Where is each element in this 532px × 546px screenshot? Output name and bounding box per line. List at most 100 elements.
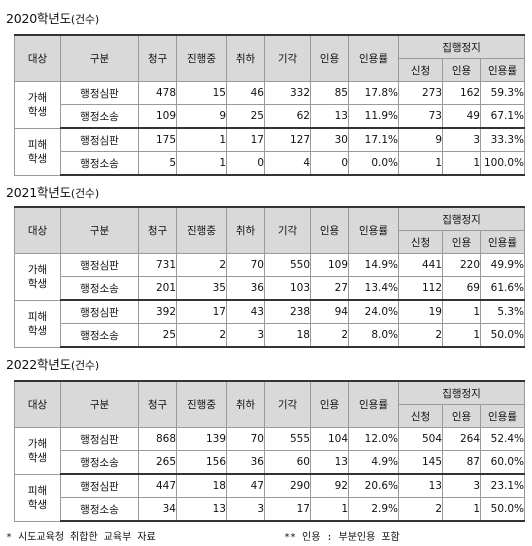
- value-cell: 1: [176, 151, 227, 176]
- value-cell: 85: [310, 81, 349, 105]
- value-cell: 9: [398, 127, 443, 152]
- table-row: 행정소송 34 13 3 17 1 2.9% 2 1 50.0%: [15, 497, 526, 522]
- value-cell: 60.0%: [479, 450, 526, 475]
- header-withdrawn: 취하: [226, 206, 265, 254]
- header-request: 청구: [138, 34, 177, 82]
- table-row: 피해 학생 행정심판 392 17 43 238 94 24.0% 19 1 5.3%: [14, 299, 526, 348]
- value-cell: 5: [138, 151, 177, 176]
- value-cell: 30: [310, 127, 349, 152]
- value-cell: 70: [226, 253, 265, 277]
- value-cell: 1: [398, 151, 443, 176]
- value-cell: 3: [226, 497, 265, 522]
- header-suspension: 집행정지: [397, 380, 526, 405]
- header-suspension: 집행정지: [397, 206, 526, 231]
- value-cell: 2: [310, 323, 349, 348]
- value-cell: 59.3%: [479, 81, 526, 105]
- value-cell: 555: [264, 427, 311, 451]
- value-cell: 62: [264, 104, 311, 129]
- section-unit: (건수): [70, 13, 99, 26]
- value-cell: 1: [442, 299, 481, 324]
- value-cell: 50.0%: [479, 323, 526, 348]
- header-in-progress: 진행중: [176, 34, 227, 82]
- section-title: 2022학년도(건수): [6, 354, 99, 373]
- table-row: 행정소송 201 35 36 103 27 13.4% 112 69 61.6%: [15, 276, 526, 301]
- header-in-progress: 진행중: [176, 206, 227, 254]
- value-cell: 94: [310, 299, 349, 324]
- header-category: 구분: [60, 34, 139, 82]
- section-year: 2020학년도: [6, 11, 71, 26]
- value-cell: 4.9%: [348, 450, 399, 475]
- value-cell: 504: [398, 427, 443, 451]
- category-cell: 행정심판: [60, 299, 139, 324]
- value-cell: 3: [226, 323, 265, 348]
- value-cell: 13: [176, 497, 227, 522]
- value-cell: 5.3%: [479, 299, 526, 324]
- header-target: 대상: [14, 380, 61, 428]
- value-cell: 13: [398, 473, 443, 498]
- header-accepted: 인용: [310, 380, 349, 428]
- value-cell: 3: [442, 473, 481, 498]
- value-cell: 731: [138, 253, 177, 277]
- value-cell: 139: [176, 427, 227, 451]
- header-dismissed: 기각: [264, 380, 311, 428]
- header-target: 대상: [14, 206, 61, 254]
- value-cell: 19: [398, 299, 443, 324]
- group-label: 학생: [27, 277, 48, 290]
- header-category: 구분: [60, 380, 139, 428]
- value-cell: 4: [264, 151, 311, 176]
- group-cell: 피해 학생: [14, 299, 61, 348]
- value-cell: 27: [310, 276, 349, 301]
- header-request: 청구: [138, 206, 177, 254]
- category-cell: 행정소송: [60, 450, 139, 475]
- header-request: 청구: [138, 380, 177, 428]
- value-cell: 13.4%: [348, 276, 399, 301]
- group-label: 가해: [27, 437, 48, 450]
- value-cell: 87: [442, 450, 481, 475]
- value-cell: 441: [398, 253, 443, 277]
- group-cell: 피해 학생: [14, 127, 61, 176]
- value-cell: 175: [138, 127, 177, 152]
- group-label: 가해: [27, 263, 48, 276]
- section-title: 2020학년도(건수): [6, 8, 99, 27]
- group-label: 학생: [27, 324, 48, 337]
- value-cell: 104: [310, 427, 349, 451]
- value-cell: 290: [264, 473, 311, 498]
- table-row: 행정소송 5 1 0 4 0 0.0% 1 1 100.0%: [15, 151, 526, 176]
- value-cell: 1: [176, 127, 227, 152]
- group-cell: 가해 학생: [14, 81, 61, 129]
- value-cell: 17.8%: [348, 81, 399, 105]
- table-row: 행정소송 265 156 36 60 13 4.9% 145 87 60.0%: [15, 450, 526, 475]
- value-cell: 550: [264, 253, 311, 277]
- value-cell: 69: [442, 276, 481, 301]
- value-cell: 8.0%: [348, 323, 399, 348]
- value-cell: 220: [442, 253, 481, 277]
- value-cell: 47: [226, 473, 265, 498]
- value-cell: 49.9%: [479, 253, 526, 277]
- header-dismissed: 기각: [264, 206, 311, 254]
- footnote-accept-note: ** 인용 : 부분인용 포함: [284, 532, 400, 543]
- value-cell: 1: [442, 497, 481, 522]
- value-cell: 67.1%: [479, 104, 526, 129]
- value-cell: 25: [226, 104, 265, 129]
- value-cell: 92: [310, 473, 349, 498]
- value-cell: 35: [176, 276, 227, 301]
- header-suspension-apply: 신청: [398, 58, 443, 82]
- value-cell: 17: [264, 497, 311, 522]
- section-unit: (건수): [70, 187, 99, 200]
- value-cell: 49: [442, 104, 481, 129]
- value-cell: 11.9%: [348, 104, 399, 129]
- value-cell: 17: [176, 299, 227, 324]
- value-cell: 34: [138, 497, 177, 522]
- value-cell: 18: [264, 323, 311, 348]
- value-cell: 478: [138, 81, 177, 105]
- table-row: 가해 학생 행정심판 868 139 70 555 104 12.0% 504 264 52.4%: [14, 427, 526, 475]
- stats-table: 대상 구분 청구 진행중 취하 기각 인용 인용률 집행정지 신청 인용 인용률 가해 학생 행정심판 731…: [14, 206, 526, 348]
- value-cell: 13: [310, 104, 349, 129]
- header-suspension-rate: 인용률: [479, 404, 526, 428]
- group-label: 학생: [27, 105, 48, 118]
- header-suspension-rate: 인용률: [479, 58, 526, 82]
- group-label: 피해: [27, 138, 48, 151]
- header-withdrawn: 취하: [226, 34, 265, 82]
- value-cell: 9: [176, 104, 227, 129]
- header-accept-rate: 인용률: [348, 34, 399, 82]
